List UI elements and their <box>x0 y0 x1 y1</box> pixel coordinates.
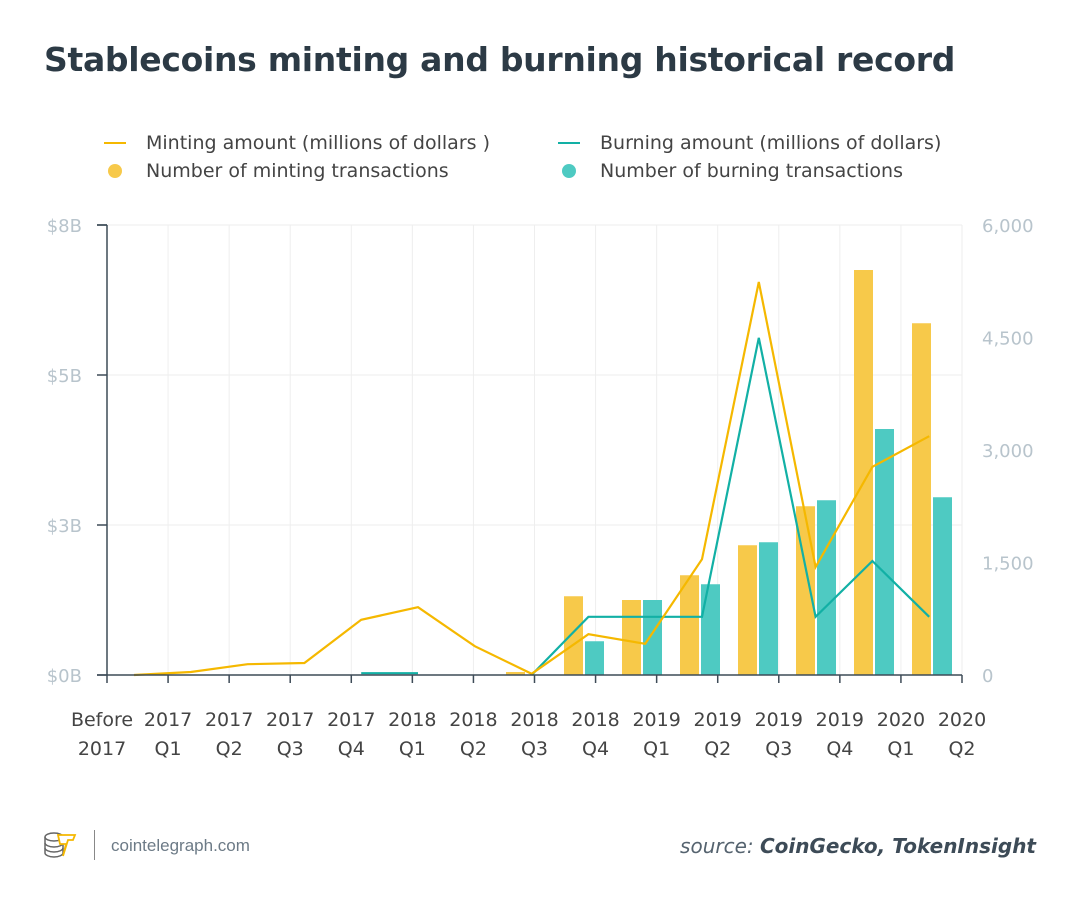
legend-label: Minting amount (millions of dollars ) <box>146 132 490 154</box>
minting-count-bar <box>738 545 757 675</box>
burning-count-bar <box>701 584 720 675</box>
burning-count-bar <box>817 500 836 675</box>
x-axis-tick-label: 2019 <box>632 709 680 731</box>
x-axis-tick-label: Q2 <box>460 738 487 760</box>
x-axis-tick-label: Q1 <box>155 738 182 760</box>
legend-minting-count: Number of minting transactions <box>104 160 449 182</box>
x-axis-tick-label: Q4 <box>582 738 609 760</box>
burning-count-bar <box>875 429 894 675</box>
minting-count-bar <box>506 672 525 675</box>
x-axis-tick-label: 2017 <box>205 709 253 731</box>
burning-count-bar <box>933 497 952 675</box>
minting-count-bar <box>912 323 931 675</box>
left-axis-tick-label: $5B <box>47 366 82 387</box>
legend-line-icon <box>558 142 580 144</box>
x-axis-tick-label: 2018 <box>449 709 497 731</box>
x-axis-tick-label: 2017 <box>327 709 375 731</box>
legend-burning-count: Number of burning transactions <box>558 160 903 182</box>
x-axis-tick-label: 2019 <box>694 709 742 731</box>
x-axis-tick-label: 2020 <box>938 709 986 731</box>
right-axis-tick-label: 3,000 <box>982 441 1034 462</box>
source-names: CoinGecko, TokenInsight <box>760 834 1036 858</box>
burning-amount-line <box>530 337 930 676</box>
burning-count-bar <box>643 600 662 675</box>
footer-divider <box>94 830 95 860</box>
right-axis-tick-label: 0 <box>982 666 993 687</box>
x-axis-tick-label: Q2 <box>216 738 243 760</box>
x-axis-tick-label: Q1 <box>399 738 426 760</box>
x-axis-tick-label: Q4 <box>338 738 365 760</box>
burning-count-bar <box>585 641 604 675</box>
right-axis-tick-label: 1,500 <box>982 554 1034 575</box>
x-axis-tick-label: Q3 <box>521 738 548 760</box>
x-axis-tick-label: 2019 <box>816 709 864 731</box>
x-axis-tick-label: 2018 <box>510 709 558 731</box>
legend-burning-amount: Burning amount (millions of dollars) <box>558 132 941 154</box>
minting-count-bar <box>680 575 699 675</box>
legend-label: Burning amount (millions of dollars) <box>600 132 942 154</box>
x-axis-tick-label: 2019 <box>755 709 803 731</box>
x-axis-tick-label: 2020 <box>877 709 925 731</box>
source-prefix: source: <box>680 834 754 858</box>
right-axis-tick-label: 6,000 <box>982 216 1034 237</box>
x-axis-tick-label: Q4 <box>826 738 853 760</box>
legend-label: Number of burning transactions <box>600 160 903 182</box>
left-axis-tick-label: $3B <box>47 516 82 537</box>
cointelegraph-logo-icon <box>44 832 77 858</box>
left-axis-tick-label: $8B <box>47 216 82 237</box>
x-axis-tick-label: 2018 <box>388 709 436 731</box>
x-axis-tick-label: 2017 <box>78 738 126 760</box>
chart-title: Stablecoins minting and burning historic… <box>44 40 956 79</box>
footer-site-link[interactable]: cointelegraph.com <box>111 836 250 855</box>
x-axis-tick-label: Q1 <box>887 738 914 760</box>
source-credit: source: CoinGecko, TokenInsight <box>680 834 1036 858</box>
right-axis-tick-label: 4,500 <box>982 329 1034 350</box>
x-axis-tick-label: Before <box>71 709 133 731</box>
legend-label: Number of minting transactions <box>146 160 449 182</box>
minting-count-bar <box>622 600 641 675</box>
legend-line-icon <box>104 142 126 144</box>
legend-dot-icon <box>562 164 576 178</box>
x-axis-tick-label: 2018 <box>571 709 619 731</box>
left-axis-tick-label: $0B <box>47 666 82 687</box>
minting-amount-line <box>133 281 930 677</box>
x-axis-tick-label: Q2 <box>704 738 731 760</box>
x-axis-tick-label: Q3 <box>277 738 304 760</box>
x-axis-tick-label: Q2 <box>948 738 975 760</box>
legend-dot-icon <box>108 164 122 178</box>
x-axis-tick-label: 2017 <box>266 709 314 731</box>
minting-count-bar <box>564 596 583 675</box>
legend-minting-amount: Minting amount (millions of dollars ) <box>104 132 490 154</box>
x-axis-tick-label: Q1 <box>643 738 670 760</box>
x-axis-tick-label: 2017 <box>144 709 192 731</box>
burning-count-bar <box>759 542 778 675</box>
x-axis-tick-label: Q3 <box>765 738 792 760</box>
